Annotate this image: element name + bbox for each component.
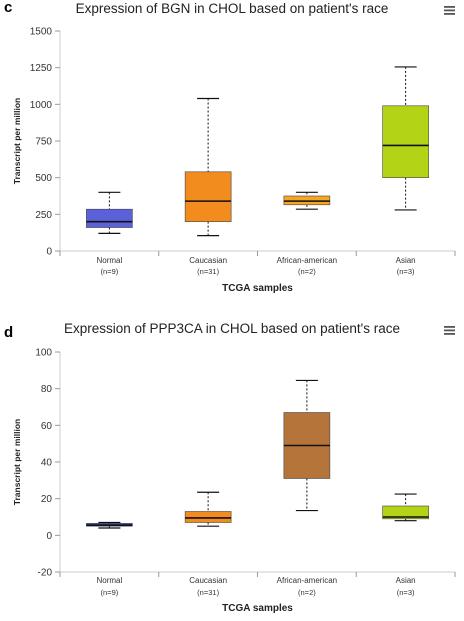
panel-d-category-label: African-american — [277, 576, 337, 585]
panel-c-y-tick-label: 250 — [35, 210, 52, 221]
menu-icon[interactable] — [444, 6, 455, 15]
panel-c-x-label: TCGA samples — [222, 283, 293, 294]
panel-c-box-normal — [86, 208, 133, 228]
panel-c-sample-count: (n=31) — [197, 267, 219, 276]
panel-c-category-label: African-american — [277, 256, 337, 265]
panel-c-sample-count: (n=9) — [101, 267, 119, 276]
panel-d-category-label: Caucasian — [189, 576, 227, 585]
panel-d-y-tick-label: 20 — [41, 494, 53, 505]
panel-c-box-asian — [382, 105, 429, 178]
panel-d-category-label: Normal — [96, 576, 122, 585]
panel-c-y-tick-label: 500 — [35, 173, 52, 184]
panel-d-y-tick-label: 40 — [41, 458, 53, 469]
panel-d-x-label: TCGA samples — [222, 603, 293, 614]
panel-d-letter: d — [4, 324, 13, 341]
panel-c-category-label: Normal — [96, 256, 122, 265]
panel-d-y-label: Transcript per million — [12, 419, 22, 505]
panel-c-box-caucasian — [184, 171, 232, 222]
panel-c-y-tick-label: 1500 — [30, 27, 53, 38]
panel-c-y-tick-label: 1000 — [30, 100, 53, 111]
panel-c-y-tick-label: 750 — [35, 137, 52, 148]
panel-d-sample-count: (n=3) — [397, 588, 415, 597]
panel-d-y-tick-label: 100 — [35, 348, 52, 359]
menu-icon[interactable] — [444, 326, 455, 335]
panel-c-category-label: Caucasian — [189, 256, 227, 265]
panel-d-sample-count: (n=9) — [101, 588, 119, 597]
panel-c-y-tick-label: 0 — [46, 247, 52, 258]
panel-d-sample-count: (n=2) — [298, 588, 316, 597]
panel-d-y-tick-label: -20 — [38, 568, 53, 579]
panel-d-category-label: Asian — [396, 576, 416, 585]
panel-c-letter: c — [4, 0, 12, 16]
panel-d-title: Expression of PPP3CA in CHOL based on pa… — [64, 321, 400, 336]
panel-d-y-tick-label: 80 — [41, 384, 53, 395]
panel-c-sample-count: (n=3) — [397, 267, 415, 276]
panel-c-title: Expression of BGN in CHOL based on patie… — [76, 1, 389, 16]
panel-c-sample-count: (n=2) — [298, 267, 316, 276]
panel-c-y-tick-label: 1250 — [30, 63, 53, 74]
panel-d-sample-count: (n=31) — [197, 588, 219, 597]
panel-d-box-asian — [382, 505, 429, 520]
panel-d-box-caucasian — [184, 511, 232, 523]
panel-c-category-label: Asian — [396, 256, 416, 265]
panel-d-y-tick-label: 0 — [46, 531, 52, 542]
panel-c-y-label: Transcript per million — [12, 98, 22, 184]
panel-d-y-tick-label: 60 — [41, 421, 53, 432]
